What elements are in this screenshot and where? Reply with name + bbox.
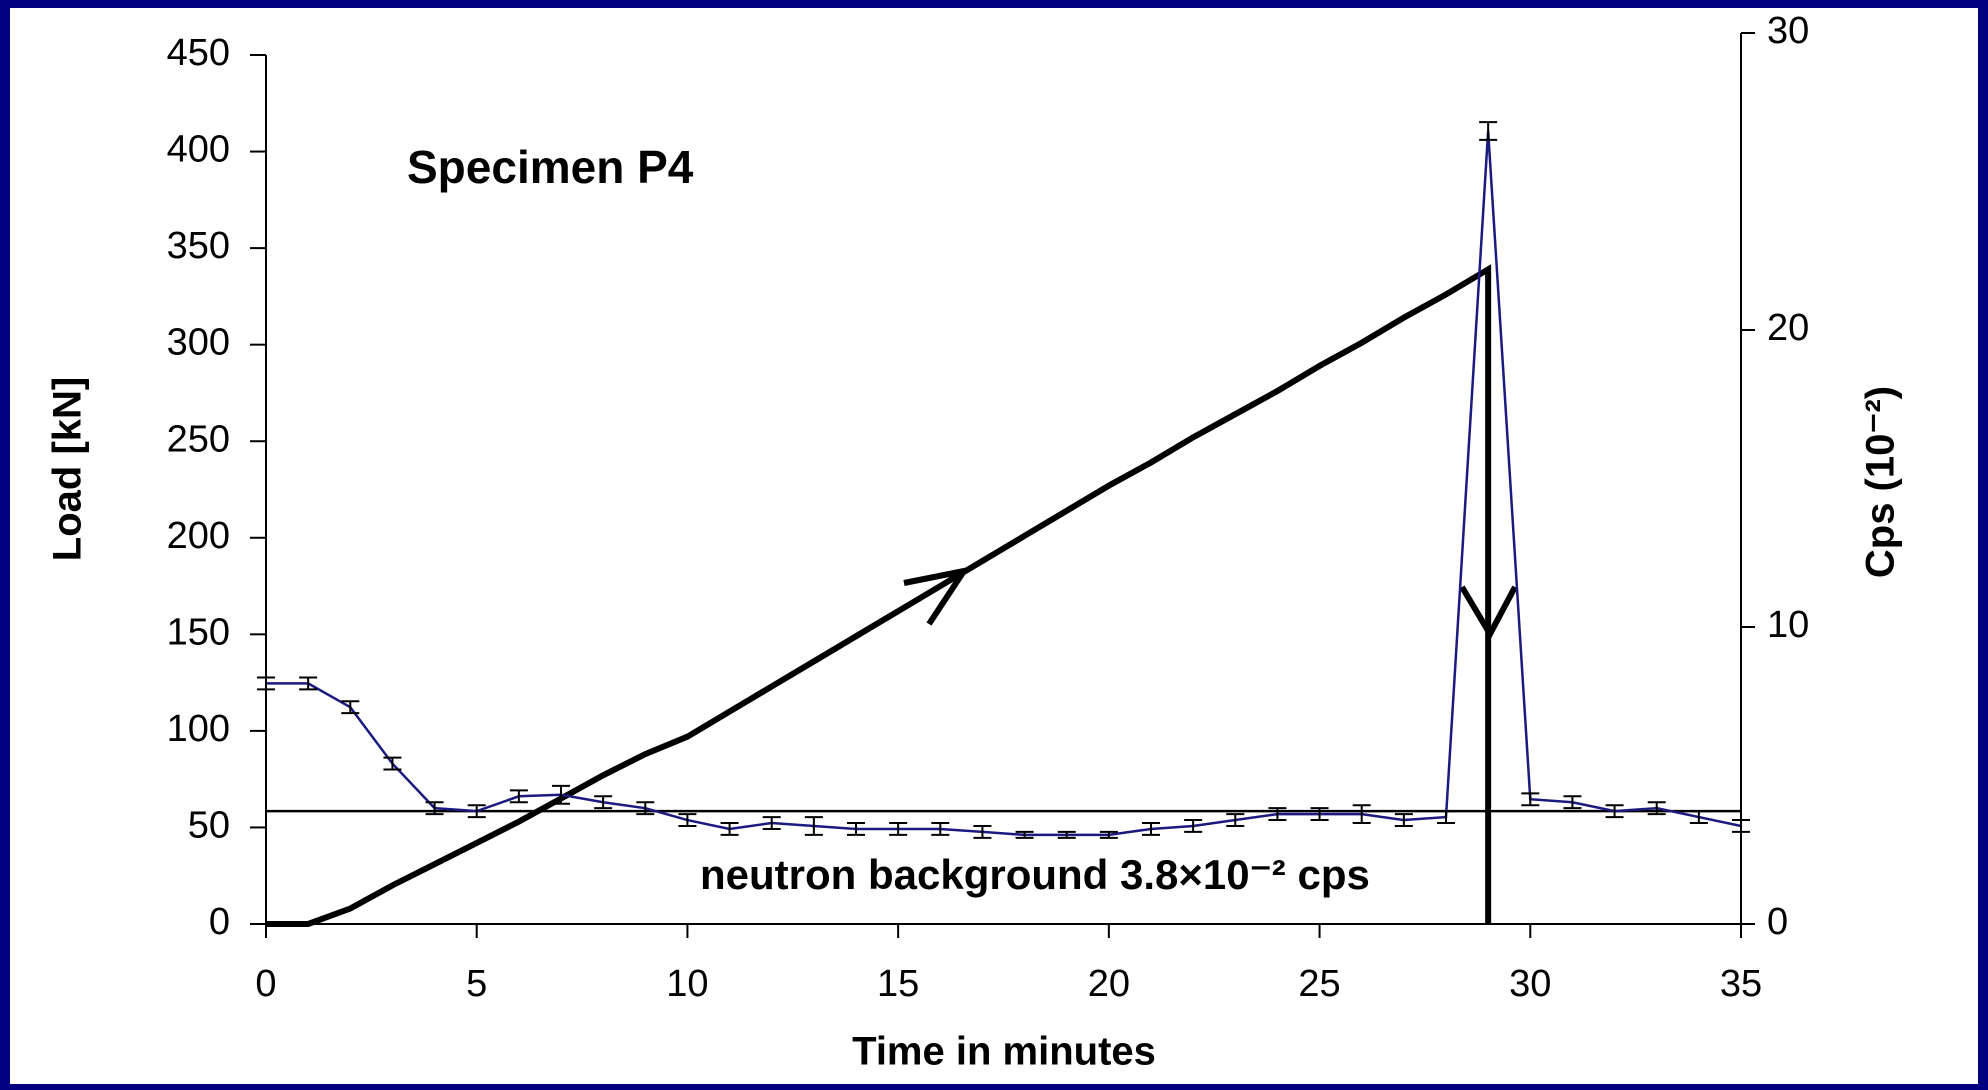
error-bar bbox=[467, 804, 486, 819]
x-tick-label: 30 bbox=[1509, 963, 1551, 1005]
data-line bbox=[266, 130, 1742, 837]
y-tick-label: 400 bbox=[167, 129, 230, 171]
error-bar bbox=[1142, 822, 1160, 836]
error-bar bbox=[1479, 121, 1498, 141]
error-bar bbox=[1605, 804, 1624, 819]
error-bar bbox=[636, 801, 655, 816]
error-bar bbox=[847, 822, 865, 836]
error-bar bbox=[509, 789, 528, 804]
y2-tick-label: 30 bbox=[1767, 10, 1809, 52]
error-bar bbox=[1015, 830, 1034, 839]
error-bar bbox=[1352, 804, 1371, 825]
y-tick-label: 450 bbox=[167, 32, 230, 74]
x-tick-label: 10 bbox=[666, 963, 708, 1005]
error-bar bbox=[341, 700, 360, 715]
error-bar bbox=[383, 756, 402, 771]
error-bar bbox=[1732, 819, 1750, 833]
error-bar bbox=[299, 676, 318, 691]
error-bar bbox=[552, 784, 570, 805]
y2-axis-title: Cps (10⁻²) bbox=[1859, 386, 1903, 578]
error-bar bbox=[973, 824, 992, 839]
y-axis-title: Load [kN] bbox=[46, 377, 90, 561]
error-bar bbox=[1099, 830, 1118, 839]
error-bar bbox=[1268, 807, 1287, 822]
error-bar bbox=[1226, 813, 1245, 827]
y2-tick-label: 0 bbox=[1767, 901, 1788, 943]
y2-tick-label: 10 bbox=[1767, 604, 1809, 646]
y-tick-label: 50 bbox=[188, 804, 230, 846]
error-bar bbox=[889, 822, 908, 836]
error-bar bbox=[1647, 801, 1666, 816]
x-tick-label: 5 bbox=[466, 963, 487, 1005]
x-tick-label: 15 bbox=[877, 963, 919, 1005]
error-bar bbox=[720, 822, 739, 836]
y-tick-label: 100 bbox=[167, 708, 230, 750]
x-tick-label: 20 bbox=[1088, 963, 1130, 1005]
plot-background bbox=[10, 8, 1978, 1084]
error-bar bbox=[594, 795, 613, 810]
x-tick-label: 35 bbox=[1720, 963, 1762, 1005]
error-bar bbox=[931, 822, 950, 836]
error-bar bbox=[1057, 830, 1076, 839]
error-bar bbox=[1521, 792, 1540, 807]
error-bar bbox=[1310, 807, 1329, 822]
error-bar bbox=[804, 816, 823, 836]
error-bar bbox=[1184, 819, 1203, 833]
y-tick-label: 150 bbox=[167, 611, 230, 653]
error-bar bbox=[1689, 810, 1708, 825]
y-tick-label: 0 bbox=[209, 901, 230, 943]
error-bar bbox=[425, 801, 444, 816]
y2-tick-label: 20 bbox=[1767, 307, 1809, 349]
data-line bbox=[266, 264, 1492, 927]
x-tick-label: 0 bbox=[255, 963, 276, 1005]
x-axis-title: Time in minutes bbox=[852, 1030, 1156, 1074]
error-bar bbox=[1437, 810, 1455, 825]
error-bar bbox=[678, 813, 697, 827]
error-bar bbox=[257, 676, 275, 691]
y-tick-label: 250 bbox=[167, 418, 230, 460]
x-tick-label: 25 bbox=[1298, 963, 1340, 1005]
annotation: neutron background 3.8×10⁻² cps bbox=[700, 851, 1370, 898]
error-bar bbox=[1563, 795, 1582, 810]
error-bar bbox=[762, 816, 781, 830]
error-bar bbox=[1394, 813, 1413, 827]
y-tick-label: 300 bbox=[167, 322, 230, 364]
chart-title: Specimen P4 bbox=[407, 141, 694, 193]
y-tick-label: 350 bbox=[167, 225, 230, 267]
y-tick-label: 200 bbox=[167, 515, 230, 557]
